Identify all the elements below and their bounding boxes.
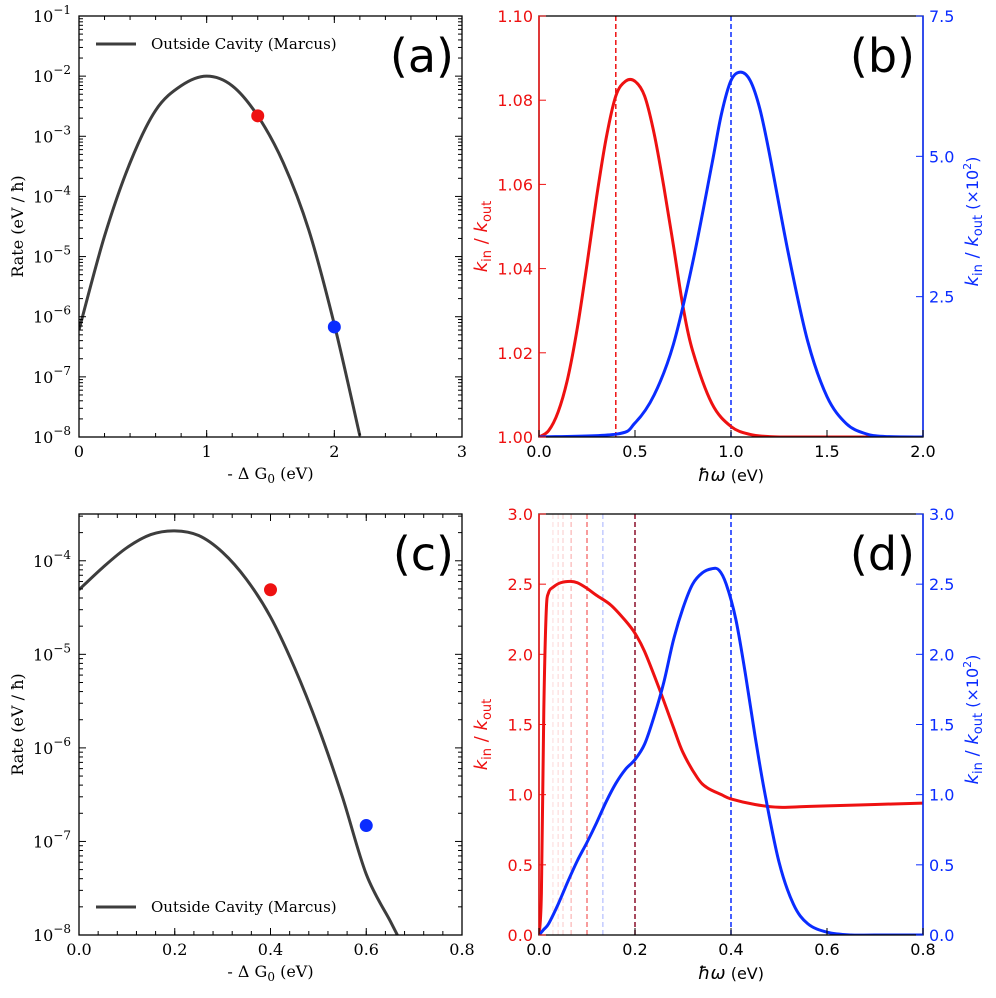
- x-tick-label: 2: [329, 442, 339, 461]
- left-y-tick-label: 0.0: [508, 926, 533, 945]
- x-tick-label: 0.2: [622, 940, 647, 959]
- panel-label: (a): [390, 29, 454, 83]
- y-tick-label: 10−8: [33, 424, 71, 447]
- left-y-tick-label: 1.06: [497, 175, 533, 194]
- left-y-tick-label: 0.5: [508, 856, 533, 875]
- x-axis-label: ħω (eV): [698, 465, 764, 486]
- x-axis-label: ħω (eV): [698, 963, 764, 984]
- left-y-axis-label: kin / kout: [471, 201, 495, 273]
- right-y-tick-label: 1.5: [929, 716, 954, 735]
- right-y-tick-label: 2.0: [929, 645, 954, 664]
- panel-label: (b): [850, 29, 915, 83]
- x-axis-label: - Δ G0 (eV): [227, 962, 313, 984]
- panel-c: 0.0 0.2 0.4 0.6 0.8 10−8 10−7 10−6 10−5 10−4 - Δ G…: [8, 513, 475, 984]
- marcus-curve: [79, 74, 362, 437]
- right-y-axis-label: kin / kout (×102): [961, 157, 986, 287]
- series-blue-curve: [539, 566, 923, 935]
- x-tick-label: 0.2: [162, 940, 187, 959]
- left-y-tick-label: 1.10: [497, 7, 533, 26]
- right-y-tick-label: 0.5: [929, 856, 954, 875]
- marker-red-point: [264, 583, 277, 597]
- left-y-tick-label: 2.5: [508, 575, 533, 594]
- legend-label: Outside Cavity (Marcus): [151, 898, 337, 916]
- series-blue-curve: [539, 70, 923, 437]
- x-tick-label: 2.0: [910, 442, 935, 461]
- marker-blue-point: [359, 819, 373, 833]
- left-y-tick-label: 1.00: [497, 428, 533, 447]
- x-tick-label: 1: [202, 442, 212, 461]
- x-tick-label: 3: [457, 442, 467, 461]
- x-tick-label: 0.6: [354, 940, 379, 959]
- y-tick-label: 10−7: [33, 364, 71, 387]
- panel-label: (c): [393, 527, 454, 581]
- x-tick-label: 0.5: [622, 442, 647, 461]
- right-y-tick-label: 3.0: [929, 505, 954, 524]
- right-y-tick-label: 5.0: [929, 147, 954, 166]
- x-tick-label: 1.5: [814, 442, 839, 461]
- x-tick-label: 0.8: [449, 940, 474, 959]
- right-y-tick-label: 0.0: [929, 926, 954, 945]
- right-y-axis-label: kin / kout (×102): [961, 655, 986, 785]
- x-tick-label: 1.0: [718, 442, 743, 461]
- y-axis-label: Rate (eV / ħ): [8, 673, 27, 775]
- legend-label: Outside Cavity (Marcus): [151, 35, 337, 53]
- left-y-axis-label: kin / kout: [471, 699, 495, 771]
- left-y-tick-label: 1.02: [497, 344, 533, 363]
- y-tick-label: 10−6: [33, 304, 71, 327]
- y-tick-label: 10−8: [33, 922, 71, 945]
- y-tick-label: 10−5: [33, 641, 71, 664]
- x-tick-label: 0: [74, 442, 84, 461]
- right-y-tick-label: 2.5: [929, 288, 954, 307]
- y-tick-label: 10−4: [33, 548, 71, 571]
- y-tick-label: 10−4: [33, 183, 71, 206]
- right-y-tick-label: 7.5: [929, 7, 954, 26]
- y-tick-label: 10−2: [33, 63, 71, 86]
- x-tick-label: 0.0: [526, 442, 551, 461]
- marker-red-point: [251, 109, 265, 123]
- y-tick-label: 10−5: [33, 244, 71, 267]
- left-y-tick-label: 1.04: [497, 260, 533, 279]
- left-y-tick-label: 1.0: [508, 786, 533, 805]
- right-y-tick-label: 2.5: [929, 575, 954, 594]
- left-y-tick-label: 1.08: [497, 91, 533, 110]
- y-tick-label: 10−3: [33, 123, 71, 146]
- y-tick-label: 10−1: [33, 3, 71, 26]
- x-axis-label: - Δ G0 (eV): [227, 464, 313, 486]
- marcus-curve: [79, 529, 399, 935]
- marker-blue-point: [327, 320, 341, 334]
- plot-frame: [78, 15, 463, 438]
- x-tick-label: 0.4: [258, 940, 283, 959]
- panel-a: 0 1 2 3 10−8 10−7 10−6 10−5 10−4 10−3 10−2 10−1 - Δ …: [8, 3, 467, 486]
- x-tick-label: 0.4: [718, 940, 743, 959]
- x-tick-label: 0.8: [910, 940, 935, 959]
- panel-label: (d): [850, 527, 915, 581]
- right-y-tick-label: 1.0: [929, 786, 954, 805]
- panel-b: 0.0 0.5 1.0 1.5 2.0 1.00 1.02 1.04 1.06 1.08 1.10 2…: [471, 7, 986, 486]
- left-y-tick-label: 3.0: [508, 505, 533, 524]
- y-tick-label: 10−7: [33, 828, 71, 851]
- series-red-curve: [539, 579, 923, 935]
- panel-d: 0.0 0.2 0.4 0.6 0.80.00.51.01.52.02.53.00.00…: [471, 505, 986, 984]
- y-tick-label: 10−6: [33, 735, 71, 758]
- left-y-tick-label: 1.5: [508, 716, 533, 735]
- left-y-tick-label: 2.0: [508, 645, 533, 664]
- x-tick-label: 0.0: [526, 940, 551, 959]
- x-tick-label: 0.0: [66, 940, 91, 959]
- x-tick-label: 0.6: [814, 940, 839, 959]
- y-axis-label: Rate (eV / ħ): [8, 175, 27, 277]
